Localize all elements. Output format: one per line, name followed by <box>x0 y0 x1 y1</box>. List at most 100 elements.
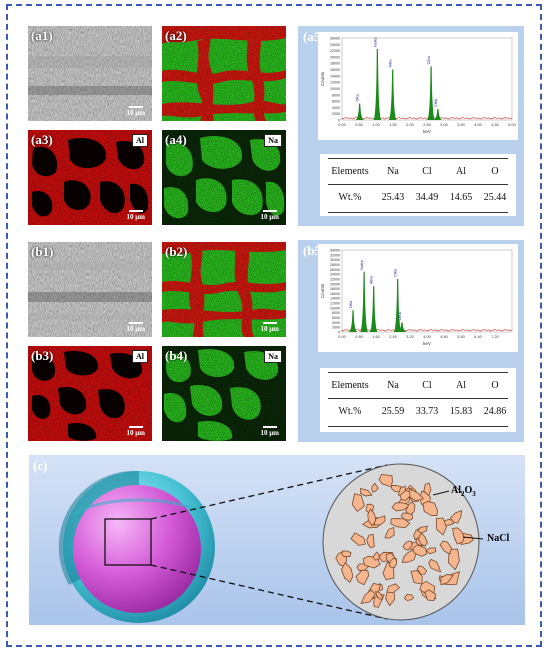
panel-label-b2: (b2) <box>165 244 188 259</box>
al2o3-grain <box>410 570 423 585</box>
peak-label-ClKa-b5: ClKa <box>394 268 398 277</box>
schematic-panel-c: (c) Al2O3 NaCl <box>29 455 525 625</box>
composition-table-b5: Elements Na Cl Al O Wt.% 25.59 33.73 15.… <box>320 368 516 432</box>
al2o3-grain <box>341 550 352 558</box>
al2o3-grain <box>404 594 415 601</box>
eds-map-a2: (a2) <box>162 26 286 121</box>
al2o3-grain <box>424 589 437 602</box>
eds-spectrum-a5: 0 2000 4000 6000 8000 10000 12000 14000 16000 180… <box>318 32 518 140</box>
peak-OKa-a5 <box>355 103 364 120</box>
y-tick-label-a5: 12000 <box>330 81 340 85</box>
al2o3-grain <box>388 557 398 569</box>
y-tick-label-a5: 10000 <box>330 87 340 91</box>
eds-map-b3-al: (b3) Al 10 μm <box>28 346 152 441</box>
peak-label-NaKa-b5: NaKa <box>360 259 364 269</box>
peak-label-OKa-a5: OKa <box>356 93 360 101</box>
peak-ClKa-a5 <box>427 66 436 120</box>
x-tick-label-a5: 1.00 <box>372 123 379 127</box>
table-header-b5: Elements Na Cl Al O <box>331 380 499 391</box>
x-axis-label-a5: keV <box>423 129 431 134</box>
table-row-a5: Wt.% 25.43 34.49 14.65 25.44 <box>338 192 507 203</box>
y-tick-label-a5: 14000 <box>330 74 340 78</box>
eds-map-b4-na: (b4) Na 10 μm <box>162 346 286 441</box>
y-tick-label-a5: 24000 <box>330 43 340 47</box>
y-tick-label-b5: 2000 <box>332 326 340 330</box>
al2o3-grain <box>435 517 447 536</box>
peak-label-AlKa-b5: AlKa <box>370 275 374 284</box>
al2o3-grain <box>399 489 411 502</box>
peak-NaKa-b5 <box>360 271 369 332</box>
scale-bar-b4: 10 μm <box>260 426 279 437</box>
y-tick-label-b5: 16000 <box>330 292 340 296</box>
y-axis-label-a5: Counts <box>320 71 325 86</box>
al2o3-grain <box>422 501 438 516</box>
y-tick-label-b5: 12000 <box>330 302 340 306</box>
scale-bar-a1: 10 μm <box>126 106 145 117</box>
panel-label-b4: (b4) <box>165 348 188 363</box>
x-tick-label-b5: 0.80 <box>355 335 362 339</box>
peak-AlKa-a5 <box>388 69 397 120</box>
al2o3-grain <box>350 532 366 546</box>
al2o3-grain <box>359 487 373 497</box>
y-tick-label-a5: 6000 <box>332 100 340 104</box>
x-tick-label-a5: 4.00 <box>474 123 481 127</box>
al2o3-grain <box>351 493 365 513</box>
y-tick-label-a5: 16000 <box>330 68 340 72</box>
x-tick-label-a5: 3.00 <box>440 123 447 127</box>
al2o3-grain <box>418 532 428 547</box>
x-tick-label-b5: 0.00 <box>338 335 345 339</box>
al2o3-grain <box>378 473 393 488</box>
x-axis-label-b5: keV <box>423 341 431 346</box>
peak-ClKb-b5 <box>397 322 406 332</box>
panel-label-b1: (b1) <box>31 244 54 259</box>
eds-spectrum-b5: 0 2000 4000 6000 8000 10000 12000 14000 16000 180… <box>318 244 518 352</box>
al2o3-grain <box>423 482 432 497</box>
x-tick-label-a5: 5.00 <box>508 123 515 127</box>
label-nacl: NaCl <box>487 533 510 544</box>
core-sphere <box>73 485 201 613</box>
peak-ClKa-b5 <box>393 278 402 332</box>
y-tick-label-b5: 34000 <box>330 249 340 253</box>
background-trace-a5 <box>341 117 513 120</box>
al2o3-grain <box>440 574 454 586</box>
eds-map-b2: (b2) 10 μm <box>162 242 286 337</box>
al2o3-grain <box>375 590 383 601</box>
x-tick-label-b5: 5.60 <box>457 335 464 339</box>
peak-AlKa-b5 <box>369 286 378 332</box>
al2o3-grain <box>412 544 428 557</box>
y-tick-label-a5: 22000 <box>330 49 340 53</box>
al2o3-grain <box>402 540 413 551</box>
x-tick-label-a5: 0.00 <box>338 123 345 127</box>
x-tick-label-a5: 2.00 <box>406 123 413 127</box>
peak-NaKa-a5 <box>373 49 382 120</box>
x-tick-label-b5: 4.80 <box>440 335 447 339</box>
figure-frame <box>6 4 542 647</box>
x-tick-label-a5: 3.50 <box>457 123 464 127</box>
y-tick-label-b5: 20000 <box>330 282 340 286</box>
scale-bar-b2: 10 μm <box>260 322 279 333</box>
side-panel-b5: (b5) 0 2000 4000 6000 8000 10000 12000 14000 160… <box>298 240 524 442</box>
al2o3-grain <box>425 547 437 555</box>
x-tick-label-a5: 0.50 <box>355 123 362 127</box>
sem-image-b1: (b1) 10 μm <box>28 242 152 337</box>
x-tick-label-b5: 7.20 <box>491 335 498 339</box>
al2o3-grain <box>439 540 452 555</box>
al2o3-grain <box>355 569 370 586</box>
x-tick-label-a5: 1.50 <box>389 123 396 127</box>
al2o3-grain <box>428 558 442 573</box>
y-tick-label-b5: 26000 <box>330 268 340 272</box>
x-tick-label-a5: 2.50 <box>423 123 430 127</box>
x-tick-label-a5: 4.50 <box>491 123 498 127</box>
al2o3-grain <box>390 518 411 529</box>
al2o3-grain <box>405 501 416 517</box>
panel-label-a2: (a2) <box>165 28 187 43</box>
y-tick-label-b5: 14000 <box>330 297 340 301</box>
al2o3-grain <box>447 548 460 571</box>
y-tick-label-b5: 28000 <box>330 263 340 267</box>
label-al2o3: Al2O3 <box>451 485 476 498</box>
y-axis-label-b5: Counts <box>320 283 325 298</box>
peak-ClKb-a5 <box>433 108 442 120</box>
composition-table-a5: Elements Na Cl Al O Wt.% 25.43 34.49 14.… <box>320 154 516 216</box>
scale-bar-a4: 10 μm <box>260 210 279 221</box>
peak-label-OKa-b5: OKa <box>349 300 353 308</box>
